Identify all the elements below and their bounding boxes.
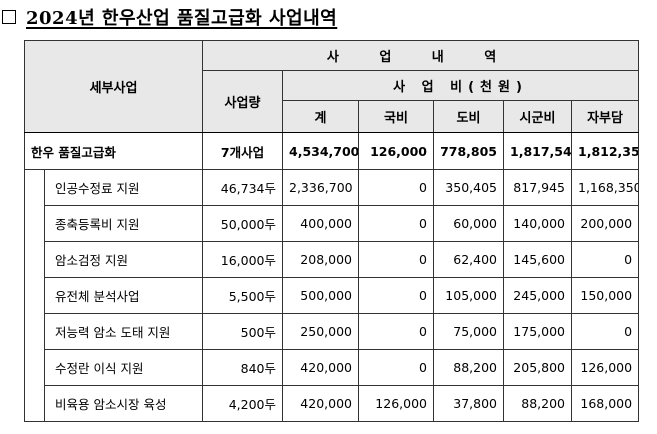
row-cost-self: 0 [570,241,640,278]
row-cost-total: 420,000 [282,385,359,422]
header-cost-group: 사 업 비(천원) [281,70,640,101]
row-cost-self: 0 [570,313,640,350]
row-cost-city: 175,000 [503,313,572,350]
header-cost-city: 시군비 [503,100,572,133]
row-scale: 50,000두 [202,205,283,242]
row-cost-province: 350,405 [433,169,504,206]
row-cost-self: 1,168,350 [570,169,640,206]
row-name: 저능력 암소 도태 지원 [44,313,203,350]
row-cost-total: 208,000 [282,241,359,278]
row-name: 인공수정료 지원 [44,169,203,206]
header-cost-province: 도비 [433,100,504,133]
row-scale: 46,734두 [202,169,283,206]
row-cost-national: 0 [358,313,434,350]
row-cost-total: 420,000 [282,349,359,386]
total-cost-province: 778,805 [433,132,504,170]
table-row: 유전체 분석사업 5,500두 500,000 0 105,000 245,00… [25,277,640,314]
total-row: 한우 품질고급화 7개사업 4,534,700 126,000 778,805 … [24,132,640,170]
row-cost-province: 88,200 [433,349,504,386]
row-cost-city: 817,945 [503,169,572,206]
table-row: 인공수정료 지원 46,734두 2,336,700 0 350,405 817… [24,169,640,422]
header-project: 세부사업 [24,40,203,133]
header-cost-self: 자부담 [570,100,640,133]
table-row: 비육용 암소시장 육성 4,200두 420,000 126,000 37,80… [25,385,640,422]
row-name: 종축등록비 지원 [44,205,203,242]
row-cost-national: 0 [358,349,434,386]
row-cost-province: 62,400 [433,241,504,278]
total-cost-total: 4,534,700 [282,132,359,170]
total-name: 한우 품질고급화 [24,132,203,170]
indent-cell [24,169,45,422]
row-cost-national: 0 [358,241,434,278]
row-scale: 4,200두 [202,385,283,422]
row-cost-national: 0 [358,205,434,242]
row-cost-self: 200,000 [570,205,640,242]
row-cost-province: 37,800 [433,385,504,422]
row-cost-total: 2,336,700 [282,169,359,206]
row-cost-self: 126,000 [570,349,640,386]
row-cost-city: 145,600 [503,241,572,278]
row-cost-city: 245,000 [503,277,572,314]
title-text: 2024년 한우산업 품질고급화 사업내역 [26,8,338,29]
row-name: 암소검정 지원 [44,241,203,278]
total-cost-national: 126,000 [358,132,434,170]
header-cost-total: 계 [282,100,359,133]
row-scale: 5,500두 [202,277,283,314]
row-cost-province: 60,000 [433,205,504,242]
row-name: 유전체 분석사업 [44,277,203,314]
project-table: 세부사업 사 업 내 역 사업량 사 업 비(천원) 계 국비 도비 시군비 자… [24,40,640,422]
row-scale: 840두 [202,349,283,386]
header-scale: 사업량 [202,70,283,133]
checkbox-square-icon [2,10,16,24]
row-cost-total: 500,000 [282,277,359,314]
header-cost-national: 국비 [358,100,434,133]
table-row: 저능력 암소 도태 지원 500두 250,000 0 75,000 175,0… [25,313,640,350]
table-row: 암소검정 지원 16,000두 208,000 0 62,400 145,600… [25,241,640,278]
row-cost-province: 105,000 [433,277,504,314]
row-cost-national: 126,000 [358,385,434,422]
row-cost-self: 150,000 [570,277,640,314]
row-scale: 16,000두 [202,241,283,278]
row-scale: 500두 [202,313,283,350]
row-name: 비육용 암소시장 육성 [44,385,203,422]
row-cost-total: 400,000 [282,205,359,242]
table-row: 수정란 이식 지원 840두 420,000 0 88,200 205,800 … [25,349,640,386]
row-cost-province: 75,000 [433,313,504,350]
row-cost-city: 140,000 [503,205,572,242]
row-name: 수정란 이식 지원 [44,349,203,386]
row-cost-national: 0 [358,169,434,206]
document-title: 2024년 한우산업 품질고급화 사업내역 [2,2,337,32]
header-group-title: 사 업 내 역 [201,40,640,71]
row-cost-national: 0 [358,277,434,314]
row-cost-city: 88,200 [503,385,572,422]
row-cost-city: 205,800 [503,349,572,386]
table-row: 종축등록비 지원 50,000두 400,000 0 60,000 140,00… [25,205,640,242]
total-cost-self: 1,812,350 [570,132,640,170]
total-scale: 7개사업 [202,132,283,170]
total-cost-city: 1,817,545 [503,132,572,170]
row-cost-self: 168,000 [570,385,640,422]
row-cost-total: 250,000 [282,313,359,350]
